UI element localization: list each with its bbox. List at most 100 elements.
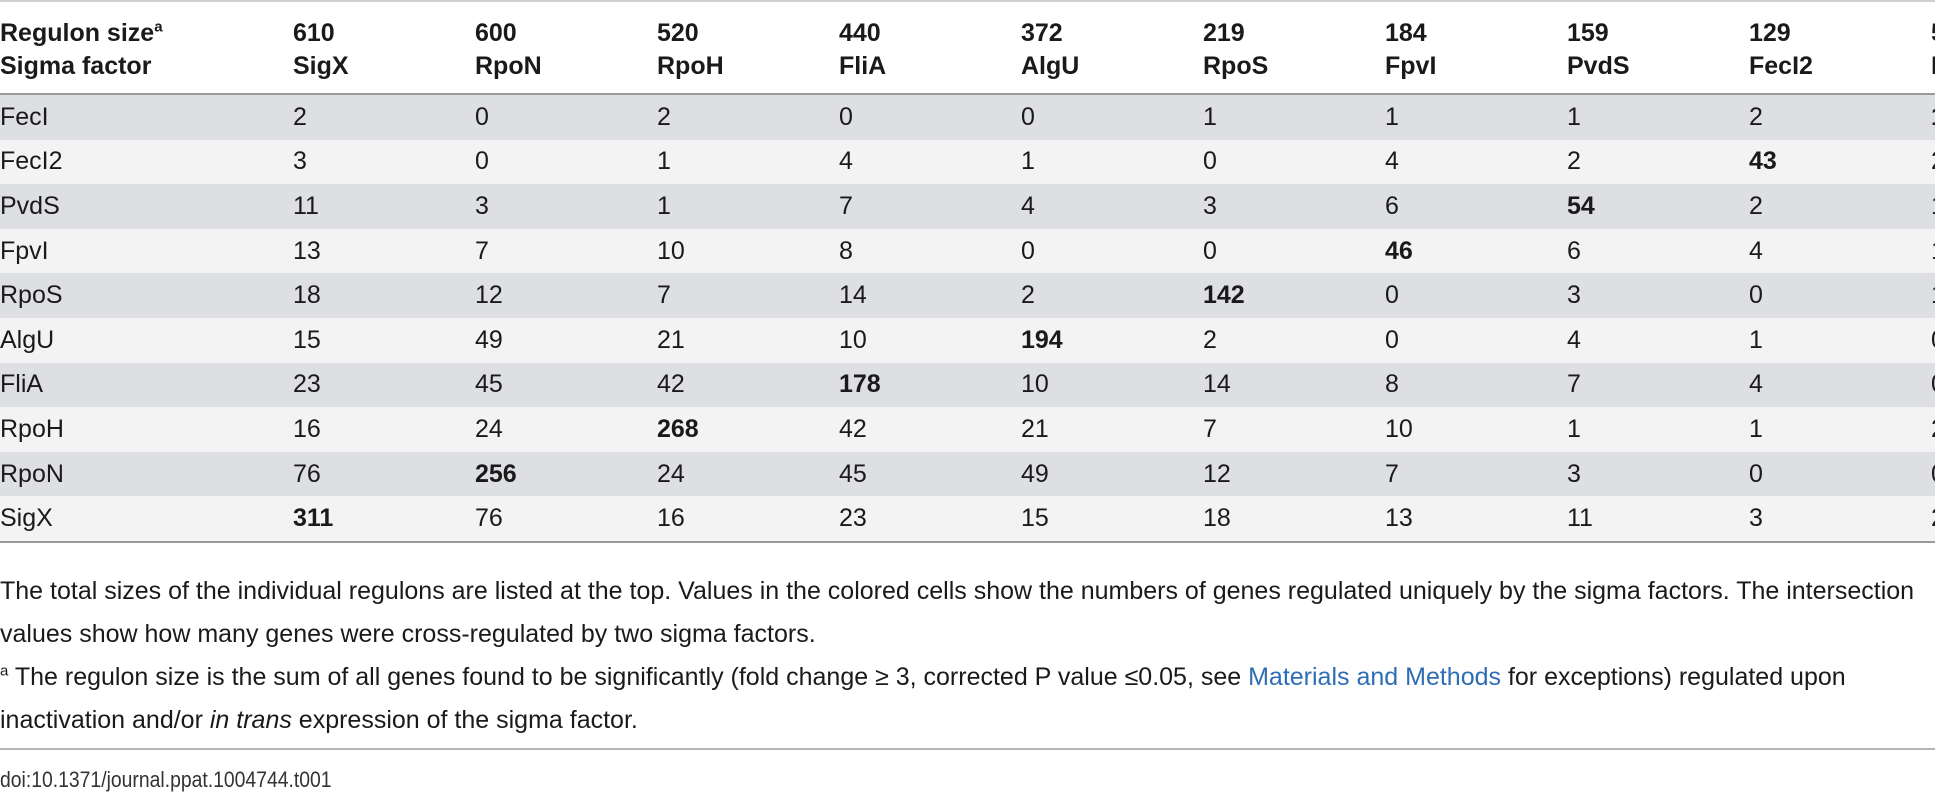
column-sigma-factor: RpoN [475, 52, 542, 80]
intersection-count-cell: 10 [839, 325, 867, 354]
column-header: 600 RpoN [475, 1, 657, 94]
intersection-count-cell: 0 [1203, 147, 1217, 176]
intersection-count-cell: 7 [657, 281, 671, 310]
intersection-count-cell: 18 [293, 281, 321, 310]
intersection-count-cell: 1 [1567, 414, 1581, 443]
table-row: FecI2 3 0 1 4 1 0 4 2 43 2 [0, 139, 1935, 185]
footnote-a-text-middle: for exceptions) regulated upon inactivat… [0, 663, 1846, 734]
intersection-count-cell: 1 [1931, 184, 1935, 229]
column-header: 219 RpoS [1203, 1, 1385, 94]
column-header: 520 RpoH [657, 1, 839, 94]
intersection-count-cell: 2 [1021, 281, 1035, 310]
intersection-count-cell: 16 [657, 504, 685, 533]
intersection-count-cell: 21 [1021, 414, 1049, 443]
column-header: 159 PvdS [1567, 1, 1749, 94]
header-label-cell: Regulon sizea Sigma factor [0, 1, 293, 94]
row-label: FpvI [0, 236, 49, 265]
intersection-count-cell: 76 [293, 459, 321, 488]
unique-gene-count-cell: 54 [1567, 191, 1595, 220]
intersection-count-cell: 12 [475, 281, 503, 310]
unique-gene-count-cell: 178 [839, 370, 881, 399]
table-row: RpoS181271421420301 [0, 273, 1935, 318]
intersection-count-cell: 10 [1021, 370, 1049, 399]
table-row: FecI20200111212 [0, 94, 1935, 140]
intersection-count-cell: 76 [475, 504, 503, 533]
intersection-count-cell: 42 [657, 370, 685, 399]
intersection-count-cell: 0 [475, 102, 489, 131]
row-label: FliA [0, 370, 44, 399]
column-regulon-size: 129 [1749, 19, 1791, 47]
table-row: AlgU1549211019420410 [0, 317, 1935, 363]
column-regulon-size: 159 [1567, 19, 1609, 47]
table-row: FpvI 13 7 10 8 0 0 46 6 4 1 [0, 228, 1935, 274]
intersection-count-cell: 45 [839, 459, 867, 488]
intersection-count-cell: 3 [1203, 191, 1217, 220]
intersection-count-cell: 1 [1749, 414, 1763, 443]
intersection-count-cell: 3 [475, 191, 489, 220]
intersection-count-cell: 11 [1567, 504, 1593, 533]
intersection-count-cell: 0 [1749, 459, 1763, 488]
column-header: 129 FecI2 [1749, 1, 1931, 94]
table-footnotes: The total sizes of the individual regulo… [0, 570, 1925, 742]
regulon-size-label: Regulon size [0, 19, 155, 47]
intersection-count-cell: 4 [1385, 147, 1399, 176]
column-sigma-factor: PvdS [1567, 52, 1630, 80]
column-sigma-factor: SigX [293, 52, 349, 80]
intersection-count-cell: 0 [1931, 318, 1935, 363]
footnote-marker: a [154, 18, 163, 36]
row-label: RpoS [0, 281, 63, 310]
column-regulon-size: 600 [475, 19, 517, 47]
intersection-count-cell: 0 [1931, 452, 1935, 497]
intersection-count-cell: 2 [657, 102, 671, 131]
intersection-count-cell: 2 [1931, 407, 1935, 452]
intersection-count-cell: 3 [293, 147, 307, 176]
intersection-count-cell: 2 [1203, 325, 1217, 354]
column-regulon-size: 520 [657, 19, 699, 47]
intersection-count-cell: 3 [1749, 504, 1763, 533]
column-header: 57 FecI [1931, 1, 1935, 94]
column-regulon-size: 440 [839, 19, 881, 47]
intersection-count-cell: 16 [293, 414, 321, 443]
column-regulon-size: 57 [1931, 19, 1935, 47]
intersection-count-cell: 4 [839, 147, 853, 176]
intersection-count-cell: 1 [657, 191, 671, 220]
intersection-count-cell: 2 [1567, 147, 1581, 176]
footnote-a-text-after: expression of the sigma factor. [291, 706, 638, 734]
regulon-overlap-table: Regulon sizea Sigma factor 610 SigX 600 Rpo… [0, 1, 1935, 542]
column-regulon-size: 610 [293, 19, 335, 47]
intersection-count-cell: 4 [1567, 325, 1581, 354]
intersection-count-cell: 7 [1203, 414, 1217, 443]
unique-gene-count-cell: 46 [1385, 236, 1413, 265]
column-header: 372 AlgU [1021, 1, 1203, 94]
intersection-count-cell: 3 [1567, 459, 1581, 488]
intersection-count-cell: 0 [475, 147, 489, 176]
unique-gene-count-cell: 256 [475, 459, 517, 488]
unique-gene-count-cell: 311 [293, 504, 334, 533]
table-row: SigX 311 76 16 23 15 18 13 11 3 2 [0, 496, 1935, 542]
intersection-count-cell: 23 [839, 504, 867, 533]
intersection-count-cell: 4 [1749, 370, 1763, 399]
table-row: FliA 23 45 42 178 10 14 8 7 4 0 [0, 362, 1935, 408]
intersection-count-cell: 0 [1385, 281, 1399, 310]
intersection-count-cell: 4 [1021, 191, 1035, 220]
intersection-count-cell: 1 [1749, 325, 1763, 354]
materials-methods-link[interactable]: Materials and Methods [1248, 663, 1501, 691]
column-sigma-factor: FpvI [1385, 52, 1437, 80]
intersection-count-cell: 24 [657, 459, 685, 488]
unique-gene-count-cell: 12 [1931, 94, 1935, 140]
column-sigma-factor: RpoH [657, 52, 724, 80]
intersection-count-cell: 7 [1385, 459, 1399, 488]
header-row: Regulon sizea Sigma factor 610 SigX 600 Rpo… [0, 1, 1935, 94]
intersection-count-cell: 2 [1931, 140, 1935, 185]
intersection-count-cell: 1 [1931, 273, 1935, 318]
row-label: PvdS [0, 191, 60, 220]
table-row: RpoH 16 24 268 42 21 7 10 1 1 2 [0, 407, 1935, 452]
row-label: RpoN [0, 459, 64, 488]
intersection-count-cell: 1 [1203, 102, 1217, 131]
intersection-count-cell: 7 [839, 191, 853, 220]
intersection-count-cell: 14 [1203, 370, 1231, 399]
intersection-count-cell: 14 [839, 281, 867, 310]
footnote-a-italic: in trans [209, 706, 292, 734]
footnote-a: a The regulon size is the sum of all gen… [0, 656, 1925, 742]
intersection-count-cell: 2 [293, 102, 307, 131]
